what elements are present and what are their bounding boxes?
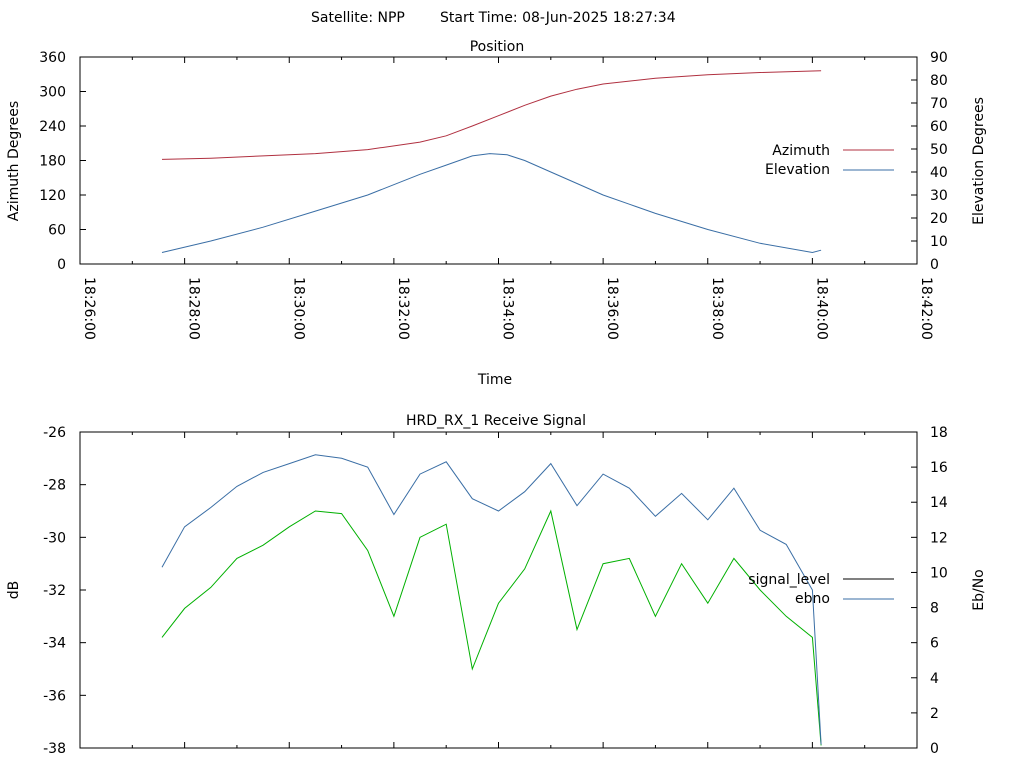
position-x-tick-label: 18:28:00 [186, 277, 202, 340]
position-x-tick-label: 18:40:00 [813, 277, 829, 340]
signal-y2-tick-label: 16 [930, 460, 948, 476]
satellite-label: Satellite: NPP [311, 10, 405, 26]
position-y-axis-label: Azimuth Degrees [6, 101, 22, 221]
position-y2-tick-label: 0 [930, 257, 939, 273]
signal-y-tick-label: -30 [43, 530, 66, 546]
signal-y-tick-label: -34 [43, 636, 66, 652]
azimuth-series-line [161, 70, 822, 160]
position-y-tick-label: 0 [57, 257, 66, 273]
position-x-tick-label: 18:36:00 [604, 277, 620, 340]
signal-y2-tick-label: 4 [930, 671, 939, 687]
green-signal-series-line [161, 509, 822, 746]
signal-chart: HRD_RX_1 Receive Signal -38-36-34-32-30-… [6, 413, 987, 757]
position-y-tick-label: 240 [39, 119, 66, 135]
position-x-tick-label: 18:42:00 [918, 277, 934, 340]
legend-label-elevation: Elevation [765, 162, 830, 178]
position-y2-axis-label: Elevation Degrees [971, 97, 987, 225]
signal-series-lines [161, 454, 822, 746]
signal-y2-tick-label: 6 [930, 636, 939, 652]
position-chart: Position 0 60 120 180 240 300 360 0 10 20 30 40 50 60… [6, 39, 987, 388]
position-y2-tick-label: 70 [930, 96, 948, 112]
position-y2-tick-label: 20 [930, 211, 948, 227]
position-x-tick-label: 18:34:00 [500, 277, 516, 340]
position-y2-tick-label: 50 [930, 142, 948, 158]
position-y2-tick-label: 30 [930, 188, 948, 204]
signal-y2-tick-label: 12 [930, 530, 948, 546]
signal-y-tick-label: -38 [43, 741, 66, 757]
position-y2-tick-label: 60 [930, 119, 948, 135]
signal-axis-ticks: -38 -36 -34 -32 -30 -28 -26 0 2 4 6 8 10 12 14 16 18 [43, 425, 948, 757]
ebno-series-line [161, 454, 822, 745]
position-y-tick-label: 60 [48, 223, 66, 239]
signal-y-tick-label: -26 [43, 425, 66, 441]
position-axis-ticks: 0 60 120 180 240 300 360 0 10 20 30 40 50 60 70 80 90 18:… [39, 50, 948, 340]
signal-y2-tick-label: 18 [930, 425, 948, 441]
signal-y-tick-label: -32 [43, 583, 66, 599]
signal-y2-tick-label: 10 [930, 565, 948, 581]
elevation-series-line [161, 153, 822, 254]
signal-y-tick-label: -36 [43, 688, 66, 704]
position-x-tick-label: 18:26:00 [81, 277, 97, 340]
position-x-tick-label: 18:30:00 [290, 277, 306, 340]
position-y2-tick-label: 40 [930, 165, 948, 181]
position-y2-tick-label: 80 [930, 73, 948, 89]
signal-y2-tick-label: 2 [930, 706, 939, 722]
position-x-tick-label: 18:32:00 [395, 277, 411, 340]
signal-y2-axis-label: Eb/No [971, 569, 987, 611]
position-x-tick-label: 18:38:00 [709, 277, 725, 340]
signal-y-axis-label: dB [6, 581, 22, 600]
signal-y2-tick-label: 8 [930, 601, 939, 617]
signal-plot-frame [79, 431, 918, 749]
position-x-axis-label: Time [477, 372, 512, 388]
legend-label-azimuth: Azimuth [772, 143, 830, 159]
signal-y2-tick-label: 0 [930, 741, 939, 757]
position-y2-tick-label: 10 [930, 234, 948, 250]
position-y-tick-label: 180 [39, 154, 66, 170]
position-y-tick-label: 360 [39, 50, 66, 66]
signal-y-tick-label: -28 [43, 478, 66, 494]
position-plot-frame [79, 56, 918, 265]
legend-label-signal-level: signal_level [748, 572, 830, 588]
signal-chart-title: HRD_RX_1 Receive Signal [406, 413, 586, 429]
position-y-tick-label: 120 [39, 188, 66, 204]
position-y2-tick-label: 90 [930, 50, 948, 66]
position-chart-title: Position [470, 39, 525, 55]
legend-label-ebno: ebno [795, 591, 830, 607]
position-y-tick-label: 300 [39, 85, 66, 101]
start-time-label: Start Time: 08-Jun-2025 18:27:34 [440, 10, 676, 26]
signal-y2-tick-label: 14 [930, 495, 948, 511]
position-series-lines [161, 70, 822, 254]
